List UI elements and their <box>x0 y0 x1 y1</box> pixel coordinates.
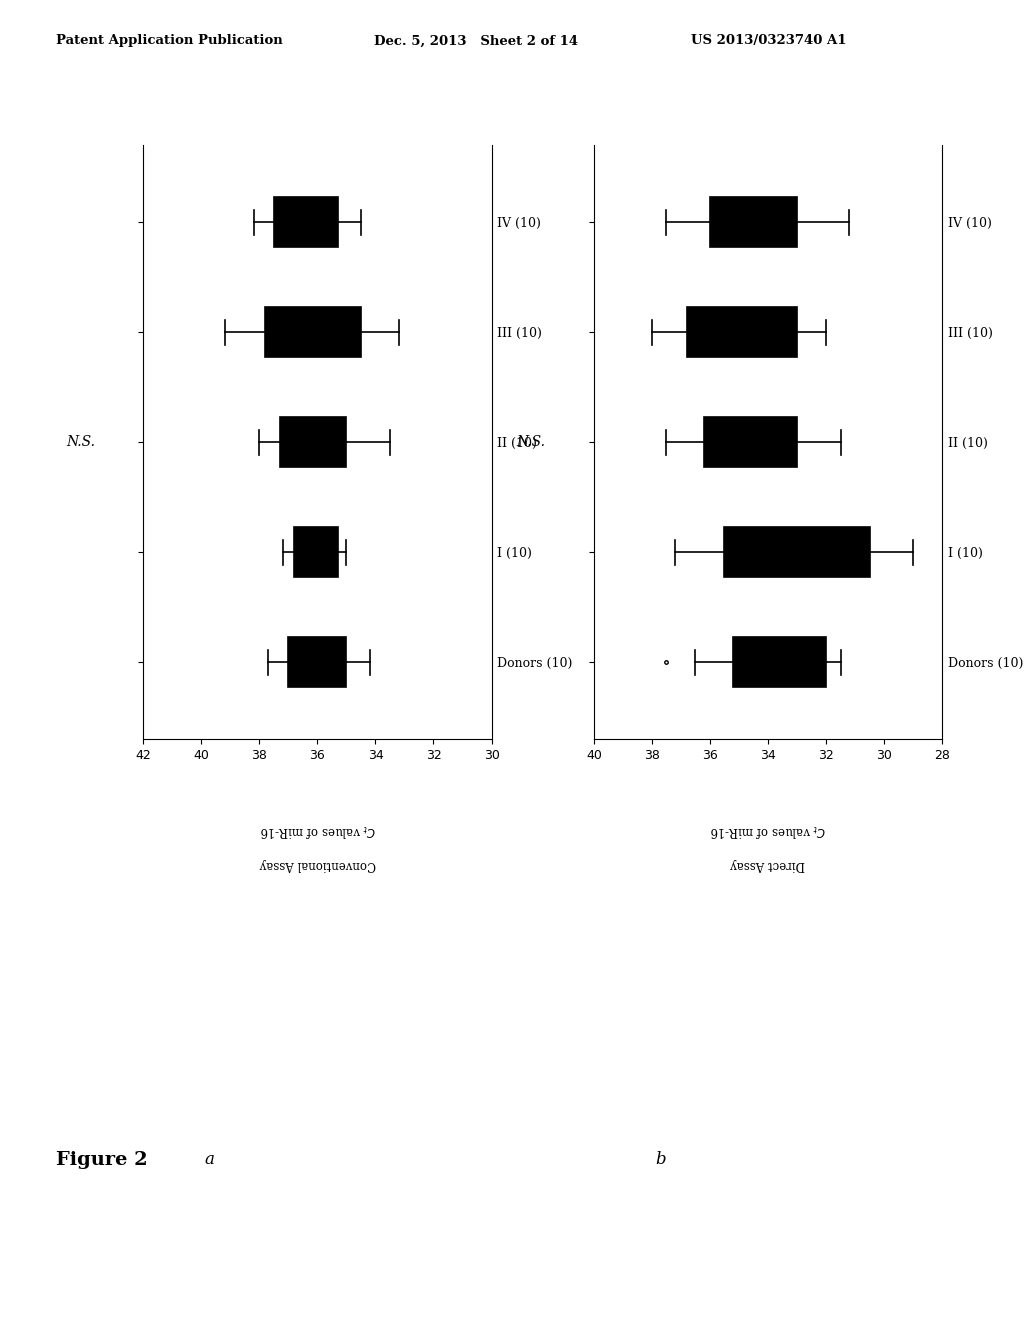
Text: Patent Application Publication: Patent Application Publication <box>56 34 283 48</box>
PathPatch shape <box>294 528 338 577</box>
Text: a: a <box>205 1151 215 1168</box>
Text: N.S.: N.S. <box>67 436 95 449</box>
Y-axis label: AJCC Stages (patient number): AJCC Stages (patient number) <box>656 352 670 532</box>
Text: b: b <box>655 1151 666 1168</box>
Text: Direct Assay: Direct Assay <box>730 858 806 871</box>
Text: $C_t$ values of miR-16: $C_t$ values of miR-16 <box>259 822 376 838</box>
Text: N.S.: N.S. <box>517 436 546 449</box>
PathPatch shape <box>274 198 338 247</box>
PathPatch shape <box>687 308 797 356</box>
PathPatch shape <box>265 308 361 356</box>
PathPatch shape <box>280 417 346 467</box>
PathPatch shape <box>705 417 797 467</box>
Text: US 2013/0323740 A1: US 2013/0323740 A1 <box>691 34 847 48</box>
Text: $C_t$ values of miR-16: $C_t$ values of miR-16 <box>710 822 826 838</box>
PathPatch shape <box>733 638 826 686</box>
Text: Conventional Assay: Conventional Assay <box>259 858 376 871</box>
PathPatch shape <box>710 198 797 247</box>
PathPatch shape <box>289 638 346 686</box>
Text: Dec. 5, 2013   Sheet 2 of 14: Dec. 5, 2013 Sheet 2 of 14 <box>374 34 578 48</box>
PathPatch shape <box>724 528 869 577</box>
Text: Figure 2: Figure 2 <box>56 1151 147 1170</box>
